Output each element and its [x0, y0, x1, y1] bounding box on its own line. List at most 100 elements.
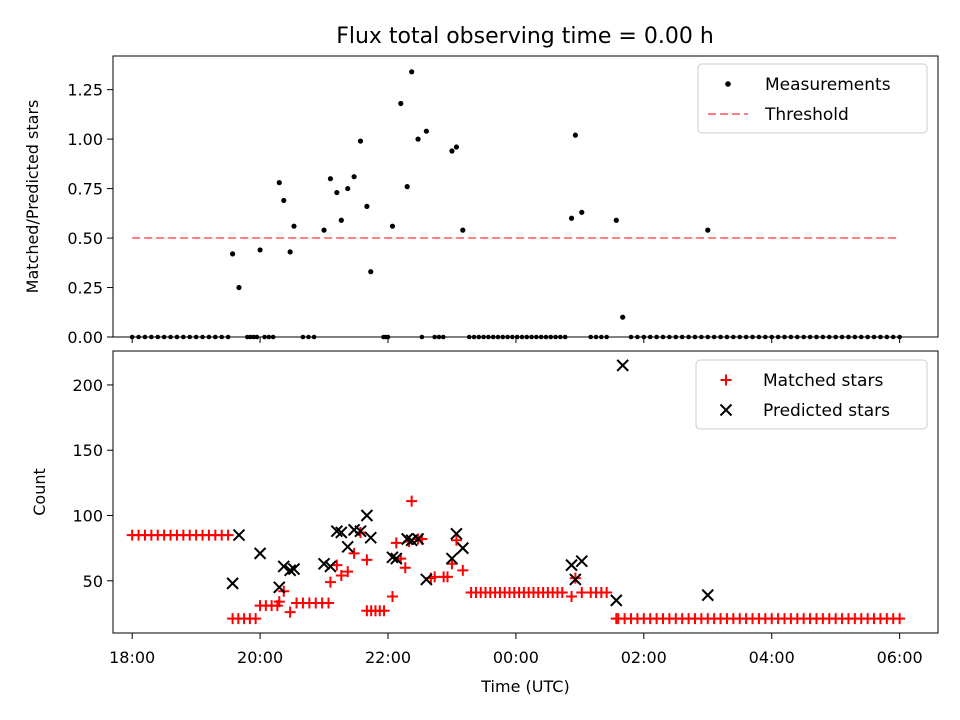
predicted-point [341, 540, 354, 554]
predicted-point [569, 573, 582, 586]
legend-marker-measurements [725, 81, 731, 87]
measurement-point [368, 269, 374, 275]
y-tick-label: 150 [72, 441, 103, 460]
matched-point [601, 587, 613, 599]
x-tick-label: 00:00 [493, 648, 539, 667]
predicted-point [364, 531, 377, 544]
legend: Measurements Threshold [697, 63, 928, 134]
matched-point [457, 564, 469, 576]
matched-point [450, 534, 462, 546]
measurement-point [338, 217, 344, 223]
y-tick-label: 100 [72, 507, 103, 526]
predicted-point [616, 359, 629, 372]
predicted-point [386, 551, 399, 564]
legend-box [695, 359, 928, 430]
matched-point [335, 570, 347, 582]
matched-point [566, 590, 578, 602]
matched-point [348, 547, 360, 559]
measurement-point [334, 189, 340, 196]
measurement-point [460, 227, 466, 233]
count-panel: 50 100 150 200 18:00 20:00 22:00 00:00 02:00 04:0… [30, 350, 939, 696]
matched-point [284, 606, 296, 618]
matched-point [441, 571, 453, 583]
predicted-point [420, 573, 433, 586]
matched-point [406, 495, 418, 507]
measurement-point [449, 148, 455, 154]
measurement-point [579, 209, 585, 215]
plot-frame [112, 55, 939, 338]
predicted-point [324, 560, 337, 573]
predicted-point [610, 594, 623, 607]
predicted-point [317, 557, 331, 571]
predicted-point [450, 527, 463, 540]
matched-point [576, 587, 588, 599]
legend-label-predicted: Predicted stars [763, 401, 890, 421]
predicted-point [400, 532, 414, 546]
legend: Matched stars Predicted stars [695, 359, 928, 430]
y-tick-label: 200 [72, 376, 103, 395]
plot-frame [112, 350, 939, 634]
predicted-point [226, 577, 239, 590]
legend-marker-predicted [719, 403, 733, 417]
measurement-point [236, 284, 242, 291]
measurement-point [423, 128, 429, 134]
legend-label-matched: Matched stars [763, 371, 883, 391]
measurement-point [364, 203, 370, 209]
matched-point [399, 562, 411, 574]
matched-point [894, 613, 906, 625]
measurement-point [572, 132, 578, 138]
y-axis-label: Matched/Predicted stars [23, 100, 42, 294]
y-tick-label: 1.00 [67, 130, 103, 149]
y-tick-label: 0.75 [67, 180, 103, 199]
measurement-point [705, 227, 711, 233]
predicted-point [360, 509, 374, 522]
y-tick-label: 1.25 [67, 81, 103, 100]
predicted-point [456, 541, 470, 555]
predicted-point [277, 560, 290, 573]
legend-label-measurements: Measurements [765, 75, 891, 95]
measurement-point [345, 185, 351, 192]
y-tick-label: 0.25 [67, 279, 103, 298]
predicted-point [565, 558, 578, 572]
matched-point [342, 566, 354, 578]
x-tick-label: 04:00 [749, 648, 795, 667]
predicted-point [335, 526, 348, 539]
x-tick-label: 22:00 [365, 648, 411, 667]
predicted-point [390, 552, 403, 565]
legend-label-threshold: Threshold [764, 105, 849, 125]
predicted-point [354, 524, 367, 538]
matched-point [323, 597, 335, 609]
measurement-point [351, 174, 357, 180]
predicted-point [411, 532, 425, 546]
predicted-point [445, 552, 459, 565]
legend-box [697, 63, 928, 134]
matched-point [390, 537, 402, 549]
y-tick-label: 50 [83, 572, 103, 591]
measurement-point [389, 223, 396, 229]
predicted-point [253, 547, 267, 560]
matched-point [361, 554, 373, 566]
predicted-point [273, 581, 286, 594]
measurement-point [357, 138, 364, 144]
y-tick-label: 0.00 [67, 328, 103, 347]
ratio-panel: 0.00 0.25 0.50 0.75 1.00 1.25 Matched/Predicte… [23, 55, 939, 347]
measurement-point [291, 223, 297, 229]
matched-point [386, 590, 398, 602]
y-tick-label: 0.50 [67, 229, 103, 248]
x-tick-label: 18:00 [109, 648, 155, 667]
x-tick-label: 20:00 [237, 648, 283, 667]
predicted-point [330, 524, 344, 538]
measurement-point [568, 215, 575, 221]
x-axis-label: Time (UTC) [480, 677, 569, 696]
predicted-point [287, 562, 301, 576]
matched-point [378, 605, 390, 617]
predicted-point [575, 554, 588, 568]
measurement-point [287, 249, 293, 255]
predicted-point [283, 564, 297, 577]
measurement-point [620, 314, 626, 320]
matched-point [250, 613, 262, 625]
matched-point [610, 613, 622, 625]
x-tick-label: 02:00 [621, 648, 667, 667]
legend-marker-matched [720, 374, 732, 386]
